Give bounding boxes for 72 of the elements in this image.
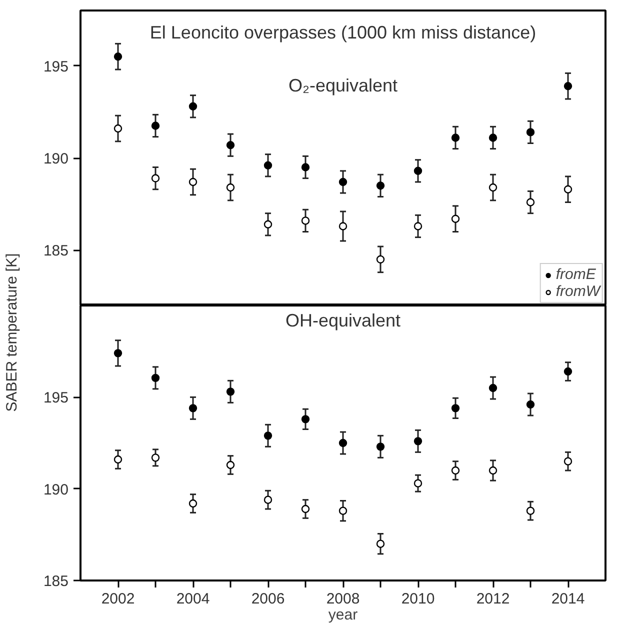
point (488, 134, 498, 142)
point (151, 174, 160, 182)
point (414, 479, 422, 488)
point (114, 455, 122, 464)
x-tick-label: 2012 (476, 590, 510, 608)
point (188, 102, 198, 110)
y-tick-label: 195 (43, 58, 69, 76)
point (414, 222, 422, 230)
point (264, 432, 272, 440)
point (488, 183, 498, 192)
point (151, 454, 160, 462)
x-tick-label: 2010 (401, 590, 435, 608)
legend-label: fromE (556, 266, 596, 283)
y-tick-label: 185 (43, 573, 69, 590)
y-tick-label: 195 (43, 390, 69, 407)
point (338, 178, 348, 186)
x-tick-label: 2004 (176, 590, 210, 608)
point (151, 374, 160, 382)
point (264, 496, 272, 504)
y-axis-title: SABER temperature [K] (4, 253, 20, 412)
point (451, 466, 460, 475)
point (188, 499, 198, 508)
point (338, 438, 348, 448)
point (526, 128, 535, 136)
point (188, 404, 198, 412)
point (114, 52, 122, 61)
point (564, 457, 572, 466)
point (301, 504, 310, 514)
point (114, 349, 122, 358)
x-tick-label: 2008 (326, 590, 360, 608)
point (488, 466, 498, 475)
point (151, 122, 160, 130)
point (451, 214, 460, 223)
point (188, 178, 198, 186)
point (526, 400, 535, 409)
point (414, 166, 422, 175)
y-tick-label: 185 (43, 242, 69, 260)
point (526, 506, 535, 515)
point (564, 367, 572, 376)
text: O₂-equivalent (288, 76, 398, 96)
point (451, 134, 460, 142)
point (301, 415, 310, 424)
point (301, 216, 310, 225)
x-tick-label: 2002 (101, 590, 135, 608)
point (526, 198, 535, 206)
point (226, 460, 235, 470)
x-tick-label: 2006 (251, 590, 285, 608)
point (226, 388, 235, 396)
point (264, 161, 272, 170)
x-tick-label: 2014 (551, 590, 585, 608)
point (338, 222, 348, 230)
point (376, 255, 385, 264)
point (376, 540, 385, 548)
point (564, 185, 572, 194)
point (301, 163, 310, 172)
x-axis-title: year (328, 606, 358, 624)
point (414, 437, 422, 446)
point (488, 384, 498, 392)
legend-label: fromW (556, 283, 600, 300)
point (114, 124, 122, 133)
point (376, 442, 385, 451)
chart-title: OH-equivalent (285, 310, 401, 330)
y-tick-label: 190 (43, 481, 69, 498)
y-tick-label: 190 (43, 150, 69, 168)
point (226, 141, 235, 150)
point (226, 183, 235, 192)
point (451, 404, 460, 412)
point (338, 506, 348, 515)
text: El Leoncito overpasses (1000 km miss distance) (150, 22, 536, 42)
point (264, 220, 272, 228)
point (564, 82, 572, 90)
point (376, 182, 385, 190)
